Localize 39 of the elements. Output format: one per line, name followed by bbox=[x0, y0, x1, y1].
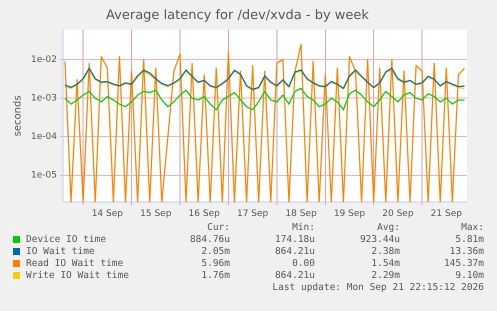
text: 9.10m bbox=[454, 270, 484, 281]
x-tick-label: 21 Sep bbox=[430, 208, 462, 219]
text: 864.21u bbox=[274, 270, 315, 281]
x-tick-label: 17 Sep bbox=[236, 208, 269, 219]
legend-label: Write IO Wait time bbox=[26, 270, 129, 281]
x-tick-label: 16 Sep bbox=[188, 208, 220, 219]
y-tick-label: 1e-04 bbox=[30, 132, 58, 142]
text: 145.37m bbox=[442, 258, 484, 269]
text: 5.96m bbox=[200, 258, 230, 269]
x-tick-label: 14 Sep bbox=[92, 208, 124, 219]
text: 2.29m bbox=[370, 270, 400, 281]
text: 884.76u bbox=[188, 234, 230, 245]
text: 13.36m bbox=[448, 246, 484, 257]
x-tick-label: 15 Sep bbox=[140, 208, 172, 219]
text: Cur: bbox=[206, 222, 230, 233]
text: 174.18u bbox=[274, 234, 315, 245]
text: Avg: bbox=[376, 222, 400, 233]
text: 2.05m bbox=[200, 246, 230, 257]
text: 0.00 bbox=[291, 258, 315, 269]
text: 2.38m bbox=[370, 246, 400, 257]
y-axis-title: seconds bbox=[12, 95, 24, 136]
legend-label: Read IO Wait time bbox=[26, 258, 124, 269]
legend-label: Device IO time bbox=[26, 234, 106, 245]
y-tick-label: 1e-05 bbox=[30, 170, 57, 181]
text: 923.44u bbox=[358, 234, 400, 245]
text: 1.76m bbox=[200, 270, 230, 281]
text: Min: bbox=[291, 222, 315, 233]
text: 5.81m bbox=[454, 234, 484, 245]
text: Max: bbox=[460, 222, 484, 233]
x-tick-label: 19 Sep bbox=[334, 208, 366, 219]
x-tick-label: 20 Sep bbox=[382, 208, 414, 219]
text: 864.21u bbox=[274, 246, 315, 257]
y-tick-label: 1e-03 bbox=[30, 93, 57, 104]
y-tick-label: 1e-02 bbox=[30, 54, 57, 65]
chart-title: Average latency for /dev/xvda - by week bbox=[106, 8, 370, 24]
text: Last update: Mon Sep 21 22:15:12 2026 bbox=[272, 282, 484, 293]
text: 1.54m bbox=[370, 258, 400, 269]
x-tick-label: 18 Sep bbox=[285, 208, 317, 219]
legend-label: IO Wait time bbox=[26, 246, 95, 257]
